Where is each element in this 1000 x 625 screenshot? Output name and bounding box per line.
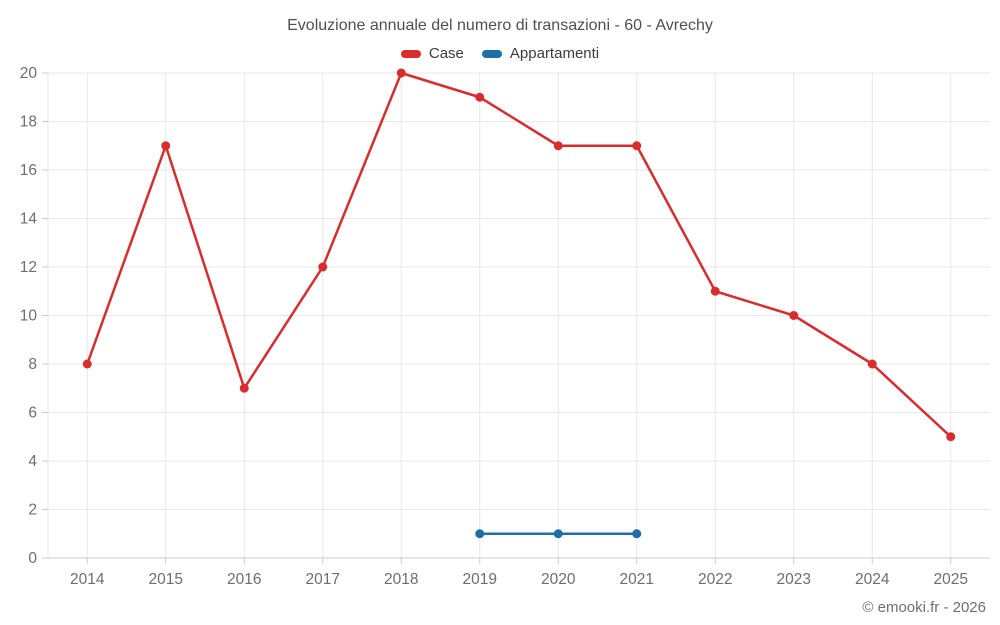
- data-point-case[interactable]: [710, 286, 720, 296]
- data-point-case[interactable]: [789, 311, 799, 320]
- x-axis-label: 2024: [855, 571, 890, 588]
- legend-label-case: Case: [428, 45, 464, 62]
- x-axis-label: 2020: [541, 571, 576, 588]
- y-axis-label: 18: [20, 114, 37, 131]
- data-point-case[interactable]: [867, 359, 877, 369]
- legend-item-appartamenti[interactable]: Appartamenti: [481, 45, 600, 62]
- x-axis-label: 2014: [70, 571, 105, 588]
- y-axis-label: 16: [20, 162, 37, 179]
- appartamenti-series-swatch-icon: [481, 49, 502, 58]
- y-axis-label: 2: [28, 502, 37, 519]
- data-point-case[interactable]: [396, 68, 406, 78]
- data-point-case[interactable]: [239, 383, 249, 393]
- x-axis-label: 2018: [384, 571, 418, 588]
- data-point-case[interactable]: [161, 141, 171, 151]
- y-axis-label: 20: [20, 65, 38, 82]
- legend: Case Appartamenti: [0, 45, 1000, 62]
- y-axis-label: 4: [28, 453, 37, 470]
- y-axis-label: 14: [20, 211, 38, 228]
- y-axis-label: 6: [28, 405, 37, 422]
- data-point-case[interactable]: [318, 262, 328, 272]
- legend-item-case[interactable]: Case: [400, 45, 464, 62]
- x-axis-label: 2025: [934, 571, 968, 588]
- data-point-appartamenti[interactable]: [632, 529, 642, 539]
- chart-title: Evoluzione annuale del numero di transaz…: [287, 17, 713, 34]
- case-series-swatch-icon: [400, 49, 421, 58]
- data-point-appartamenti[interactable]: [475, 529, 485, 539]
- data-point-case[interactable]: [632, 141, 642, 151]
- legend-label-appartamenti: Appartamenti: [509, 45, 600, 62]
- data-point-case[interactable]: [475, 92, 485, 102]
- y-axis-label: 10: [20, 308, 38, 325]
- x-axis-label: 2021: [620, 571, 654, 588]
- series-line-case: [86, 71, 952, 438]
- y-axis-label: 12: [20, 259, 37, 276]
- data-point-case[interactable]: [946, 432, 956, 442]
- y-axis-label: 8: [28, 356, 37, 373]
- x-axis-label: 2015: [149, 571, 183, 588]
- x-axis-label: 2022: [698, 571, 732, 588]
- copyright-text: © emooki.fr - 2026: [862, 599, 986, 616]
- x-axis-label: 2016: [227, 571, 261, 588]
- x-axis-label: 2023: [777, 571, 811, 588]
- x-axis-label: 2017: [306, 571, 340, 588]
- y-axis-label: 0: [28, 550, 37, 567]
- x-axis-label: 2019: [463, 571, 497, 588]
- data-point-case[interactable]: [553, 141, 563, 151]
- data-point-appartamenti[interactable]: [553, 529, 563, 539]
- data-point-case[interactable]: [82, 359, 92, 369]
